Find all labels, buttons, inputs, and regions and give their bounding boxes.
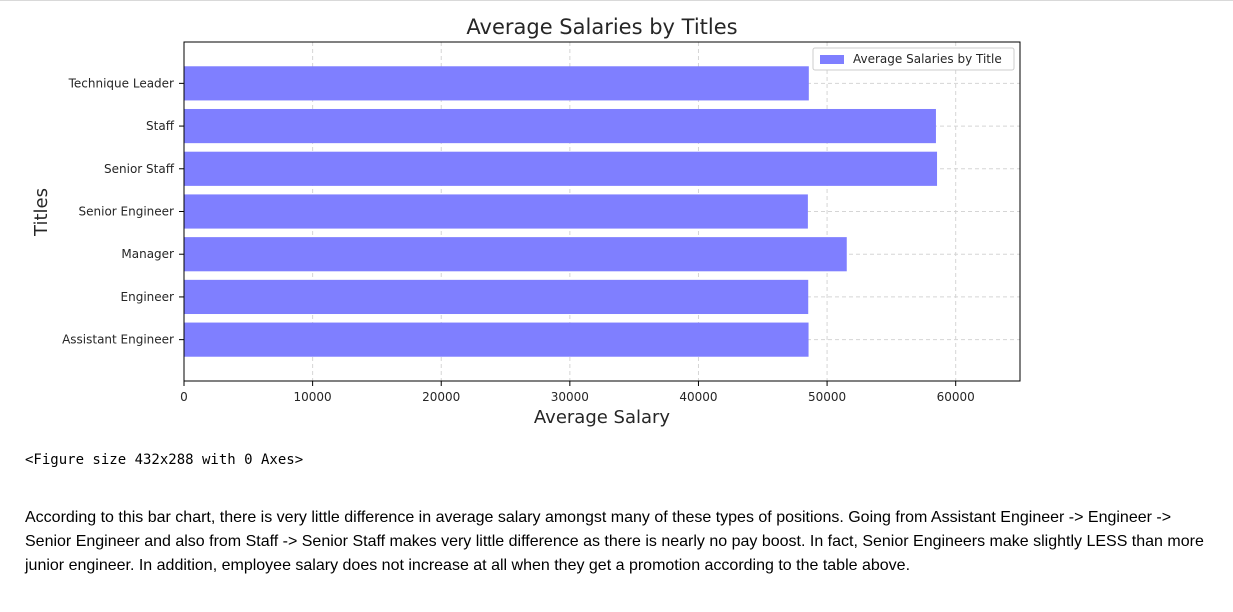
y-tick-label: Assistant Engineer [62,333,174,347]
bar [184,108,936,144]
y-tick-label: Technique Leader [68,76,174,90]
x-tick-label: 50000 [808,390,846,404]
chart-title: Average Salaries by Titles [466,15,737,39]
x-tick-label: 20000 [422,390,460,404]
y-tick-label: Senior Staff [104,162,175,176]
top-divider [0,0,1233,1]
x-tick-labels: 0 10000 20000 30000 40000 50000 60000 [180,381,975,404]
bars-group [184,66,938,357]
y-tick-label: Engineer [121,290,175,304]
bar [184,237,847,272]
legend-box [812,47,1015,71]
analysis-paragraph: According to this bar chart, there is ve… [25,509,1204,574]
figure-size-output: <Figure size 432x288 with 0 Axes> [25,452,304,468]
bar-chart: Average Salaries by Titles Assistant Eng… [31,15,1021,428]
x-tick-label: 60000 [937,390,975,404]
legend-label: Average Salaries by Title [853,52,1002,66]
x-tick-label: 30000 [551,390,589,404]
y-tick-label: Manager [121,247,174,261]
y-tick-label: Staff [146,119,175,133]
x-tick-label: 10000 [294,390,332,404]
y-tick-label: Senior Engineer [79,205,175,219]
bar [184,279,809,315]
bar [184,66,809,101]
bar [184,151,938,186]
bar [184,194,808,229]
y-axis-label: Titles [31,188,52,237]
x-tick-label: 0 [180,390,188,404]
x-axis-label: Average Salary [534,407,671,428]
legend: Average Salaries by Title [812,47,1015,71]
y-tick-labels: Assistant Engineer Engineer Manager Senior … [62,76,184,347]
bar [184,322,809,357]
legend-swatch [820,55,844,64]
x-tick-label: 40000 [679,390,717,404]
